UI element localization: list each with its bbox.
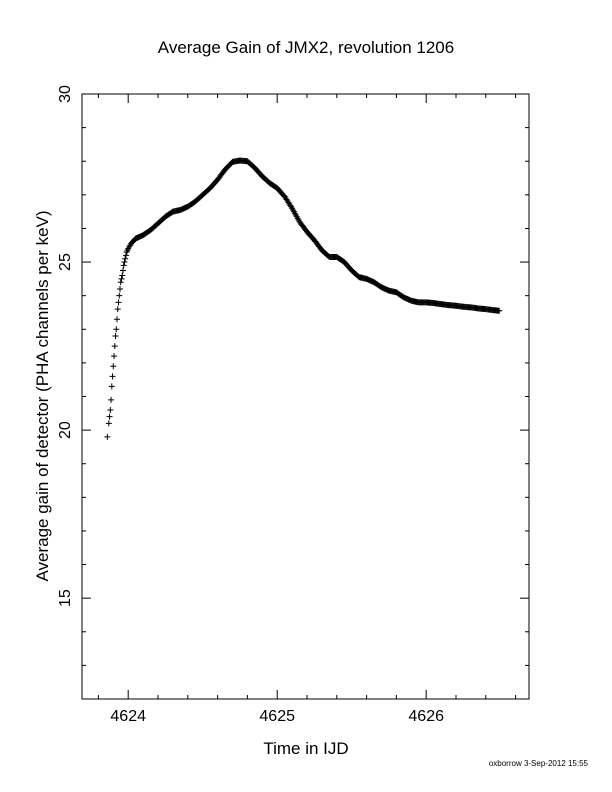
data-point [107, 406, 114, 413]
data-point [112, 333, 119, 339]
data-point [109, 373, 116, 380]
data-point [120, 262, 127, 269]
data-point [116, 292, 123, 299]
y-tick-label: 25 [57, 253, 74, 271]
data-point [119, 272, 126, 279]
data-series [104, 157, 503, 440]
y-axis-label: Average gain of detector (PHA channels p… [33, 210, 52, 581]
data-point [108, 383, 115, 390]
chart-title: Average Gain of JMX2, revolution 1206 [158, 38, 454, 57]
x-tick-label: 4624 [110, 708, 146, 725]
data-point [496, 307, 503, 314]
x-axis-label: Time in IJD [263, 739, 348, 758]
data-point [113, 326, 120, 333]
data-point [110, 363, 117, 370]
data-point [114, 306, 121, 313]
data-point [106, 413, 113, 420]
data-point [288, 203, 295, 210]
plot-area [81, 93, 530, 700]
data-point [118, 275, 125, 282]
data-point [122, 252, 129, 259]
x-tick-label: 4625 [259, 708, 295, 725]
data-point [117, 279, 124, 286]
tick-labels: 4624 4625 4626 15 20 25 30 [57, 85, 444, 725]
data-point [122, 255, 129, 262]
data-point [119, 267, 126, 274]
y-tick-label: 15 [57, 589, 74, 607]
data-point [104, 433, 111, 440]
x-tick-label: 4626 [408, 708, 444, 725]
y-tick-label: 30 [57, 85, 74, 103]
data-point [111, 343, 118, 350]
data-point [116, 285, 123, 292]
data-point [105, 420, 112, 427]
data-point [114, 316, 121, 323]
y-tick-label: 20 [57, 421, 74, 439]
axis-ticks [82, 93, 529, 699]
footer-stamp: oxborrow 3-Sep-2012 15:55 [489, 759, 589, 768]
data-point [121, 259, 128, 266]
data-point [108, 396, 115, 403]
data-point [111, 353, 118, 360]
data-point [115, 299, 122, 306]
